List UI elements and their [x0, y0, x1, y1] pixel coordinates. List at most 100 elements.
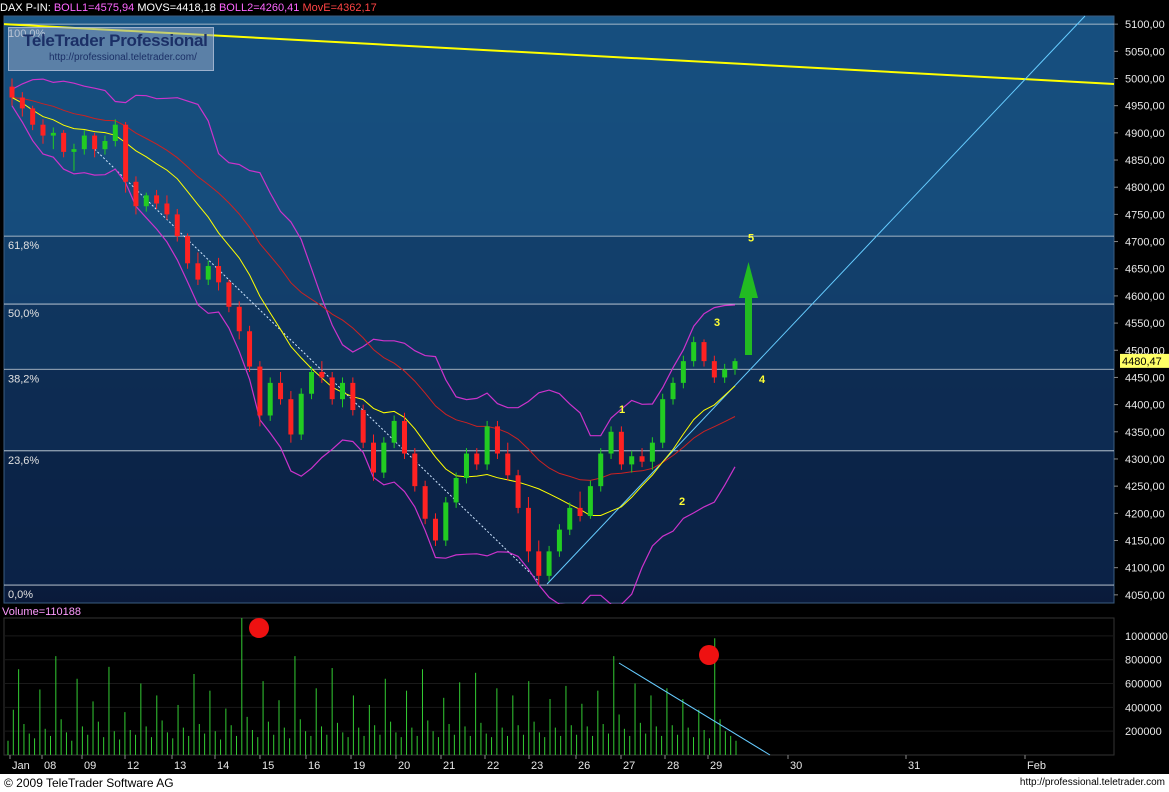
x-tick-label: Jan [12, 760, 30, 772]
wave-label: 3 [714, 317, 720, 329]
candle-body [50, 132, 56, 136]
volume-tick-label: 800000 [1125, 655, 1162, 667]
footer-bar: © 2009 TeleTrader Software AG http://pro… [0, 774, 1169, 792]
indicator-value: BOLL1=4575,94 [53, 2, 138, 14]
ema-line [11, 97, 736, 481]
volume-spike-marker [699, 645, 719, 665]
candle-body [329, 377, 335, 400]
price-tick-label: 4650,00 [1125, 264, 1165, 276]
candle-body [371, 442, 376, 473]
x-tick-label: 30 [790, 760, 802, 772]
candle-body [505, 453, 511, 476]
price-tick-label: 4700,00 [1125, 237, 1165, 249]
candle-body [598, 453, 604, 487]
price-tick-label: 4550,00 [1125, 318, 1165, 330]
x-tick-label: 12 [127, 760, 139, 772]
wave-label: 5 [748, 233, 754, 245]
price-tick-label: 4400,00 [1125, 400, 1165, 412]
volume-tick-label: 600000 [1125, 679, 1162, 691]
x-tick-label: 09 [84, 760, 96, 772]
candle-body [30, 108, 36, 125]
candle-body [319, 372, 325, 378]
x-tick-label: 19 [353, 760, 365, 772]
candle-body [226, 282, 232, 307]
volume-header-bg [0, 604, 1169, 618]
candle-body [711, 361, 717, 378]
copyright-text: © 2009 TeleTrader Software AG [4, 776, 174, 790]
candle-body [391, 420, 397, 443]
price-tick-label: 4750,00 [1125, 209, 1165, 221]
wave-label: 2 [679, 496, 685, 508]
price-tick-label: 4100,00 [1125, 563, 1165, 575]
x-tick-label: 21 [443, 760, 455, 772]
candle-body [484, 426, 490, 465]
x-tick-label: 13 [174, 760, 186, 772]
x-tick-label: 23 [531, 760, 543, 772]
down-trend-dotted [94, 148, 540, 582]
candle-body [71, 149, 77, 152]
bollinger-upper [11, 78, 736, 437]
volume-tick-label: 1000000 [1125, 631, 1168, 643]
candle-body [185, 236, 191, 264]
candle-body [381, 442, 387, 473]
candle-body [670, 382, 676, 400]
x-tick-label: Feb [1027, 760, 1046, 772]
candle-body [288, 399, 294, 435]
candle-body [40, 124, 46, 136]
indicator-value: MOVS=4418,18 [137, 2, 219, 14]
candle-body [432, 518, 438, 541]
x-tick-label: 14 [217, 760, 229, 772]
site-link[interactable]: http://professional.teletrader.com [1019, 777, 1165, 788]
volume-tick-label: 200000 [1125, 726, 1162, 738]
candle-body [546, 551, 552, 576]
x-tick-label: 16 [308, 760, 320, 772]
candle-body [639, 456, 645, 462]
price-tick-label: 4050,00 [1125, 590, 1165, 602]
fib-band [4, 236, 1114, 305]
volume-label: Volume=110188 [2, 606, 82, 618]
x-tick-label: 08 [44, 760, 56, 772]
candle-body [267, 382, 273, 416]
candle-body [722, 369, 728, 378]
candle-body [660, 399, 666, 443]
candle-body [247, 331, 253, 367]
candle-body [691, 342, 697, 362]
candle-body [195, 263, 201, 280]
candle-body [556, 529, 562, 552]
candle-body [525, 507, 531, 552]
candle-body [216, 266, 222, 283]
price-tick-label: 4450,00 [1125, 372, 1165, 384]
candle-body [443, 502, 449, 541]
symbol-label: DAX P-IN [0, 2, 48, 14]
fib-label: 0,0% [8, 589, 33, 601]
candle-body [453, 477, 459, 503]
candle-body [257, 366, 263, 416]
x-tick-label: 27 [623, 760, 635, 772]
volume-spike-marker [249, 618, 269, 638]
candle-body [577, 507, 583, 517]
candle-body [422, 486, 428, 519]
indicator-value: BOLL2=4260,41 [218, 2, 303, 14]
candle-body [360, 410, 366, 443]
x-tick-label: 20 [398, 760, 410, 772]
candle-body [123, 124, 129, 182]
candle-body [618, 431, 624, 465]
x-tick-label: 22 [487, 760, 499, 772]
candle-body [587, 486, 593, 517]
watermark-logo: TeleTrader Professional http://professio… [8, 27, 214, 71]
target-arrow [739, 262, 758, 355]
last-price-label: 4480,47 [1122, 356, 1162, 368]
candle-body [236, 306, 242, 332]
candle-body [567, 507, 573, 530]
candle-body [19, 97, 25, 109]
volume-trend-line [618, 662, 771, 756]
fib-band [4, 369, 1114, 451]
x-tick-label: 28 [667, 760, 679, 772]
watermark-url: http://professional.teletrader.com/ [49, 52, 197, 63]
watermark-title: TeleTrader Professional [23, 31, 208, 50]
candle-body [649, 442, 655, 462]
x-tick-label: 31 [908, 760, 920, 772]
candle-body [102, 141, 108, 150]
